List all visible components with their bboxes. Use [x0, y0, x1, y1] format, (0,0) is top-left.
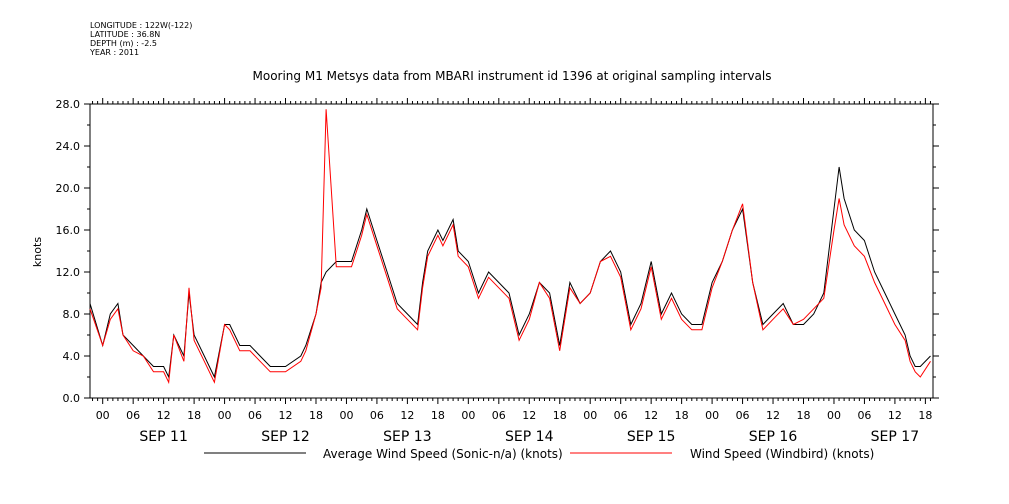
y-tick-label: 12.0	[56, 266, 81, 279]
legend: Average Wind Speed (Sonic-n/a) (knots) W…	[204, 447, 874, 461]
chart-title: Mooring M1 Metsys data from MBARI instru…	[253, 69, 772, 83]
x-hour-label: 00	[339, 409, 353, 422]
series-line-2	[89, 109, 931, 385]
x-hour-label: 06	[614, 409, 628, 422]
data-series	[89, 109, 931, 385]
y-tick-label: 20.0	[56, 182, 81, 195]
y-tick-label: 0.0	[63, 392, 81, 405]
x-hour-label: 18	[431, 409, 445, 422]
x-hour-label: 06	[736, 409, 750, 422]
x-hour-label: 06	[492, 409, 506, 422]
x-day-label: SEP 14	[505, 429, 554, 445]
series-line-1	[89, 166, 931, 379]
year-text: YEAR : 2011	[90, 48, 140, 57]
x-hour-label: 00	[827, 409, 841, 422]
x-hour-label: 18	[675, 409, 689, 422]
x-hour-label: 18	[918, 409, 932, 422]
x-day-label: SEP 16	[749, 429, 798, 445]
x-day-label: SEP 13	[383, 429, 431, 445]
station-metadata: LONGITUDE : 122W(-122) LATITUDE : 36.8N …	[90, 21, 192, 57]
x-hour-label: 06	[370, 409, 384, 422]
legend-label-series-1: Average Wind Speed (Sonic-n/a) (knots)	[323, 447, 563, 461]
x-hour-label: 00	[218, 409, 232, 422]
plot-frame	[89, 103, 934, 399]
x-hour-label: 12	[766, 409, 780, 422]
x-hour-label: 18	[187, 409, 201, 422]
y-axis-label: knots	[31, 237, 44, 267]
y-tick-label: 16.0	[56, 224, 81, 237]
x-hour-label: 12	[279, 409, 293, 422]
x-day-label: SEP 12	[261, 429, 309, 445]
x-hour-label: 00	[705, 409, 719, 422]
depth-text: DEPTH (m) : -2.5	[90, 39, 157, 48]
y-tick-label: 24.0	[56, 140, 81, 153]
x-day-label: SEP 15	[627, 429, 675, 445]
longitude-text: LONGITUDE : 122W(-122)	[90, 21, 193, 30]
x-hour-label: 18	[797, 409, 811, 422]
x-hour-label: 06	[857, 409, 871, 422]
x-hour-label: 00	[461, 409, 475, 422]
x-hour-label: 12	[522, 409, 536, 422]
x-hour-label: 18	[309, 409, 323, 422]
y-tick-label: 4.0	[63, 350, 81, 363]
x-hour-label: 00	[583, 409, 597, 422]
legend-label-series-2: Wind Speed (Windbird) (knots)	[690, 447, 874, 461]
x-hour-label: 06	[248, 409, 262, 422]
x-hour-label: 06	[126, 409, 140, 422]
x-day-label: SEP 17	[871, 429, 919, 445]
axis-ticks	[84, 98, 939, 404]
latitude-text: LATITUDE : 36.8N	[90, 30, 161, 39]
x-day-label: SEP 11	[139, 429, 187, 445]
y-tick-labels: 0.0 4.0 8.0 12.0 16.0 20.0 24.0 28.0	[56, 98, 81, 405]
y-tick-label: 28.0	[56, 98, 81, 111]
x-hour-label: 12	[644, 409, 658, 422]
x-hour-label: 12	[157, 409, 171, 422]
x-hour-label: 00	[96, 409, 110, 422]
x-hour-label: 12	[400, 409, 414, 422]
x-hour-label: 12	[888, 409, 902, 422]
x-hour-label: 18	[553, 409, 567, 422]
y-tick-label: 8.0	[63, 308, 81, 321]
x-tick-labels: 00 06 12 18 00 06 12 18 00 06 12 18 00 06 12 18 00 06 12 18…	[96, 409, 933, 445]
